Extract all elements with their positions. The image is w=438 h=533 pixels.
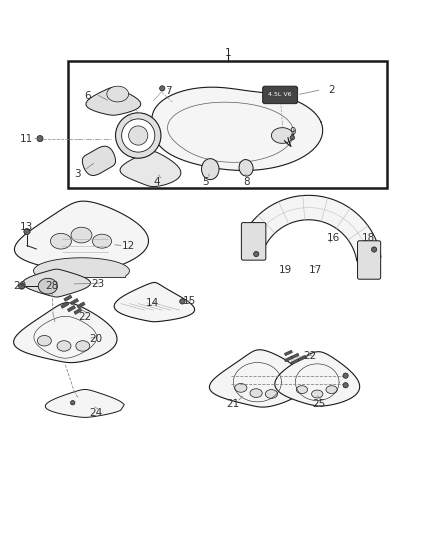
Ellipse shape <box>326 386 337 393</box>
Circle shape <box>24 229 30 235</box>
Circle shape <box>122 119 155 152</box>
Ellipse shape <box>239 159 253 176</box>
Circle shape <box>129 126 148 145</box>
FancyBboxPatch shape <box>263 86 297 103</box>
Text: 21: 21 <box>226 399 240 409</box>
Text: 18: 18 <box>362 233 375 243</box>
Text: 9: 9 <box>289 127 296 137</box>
Polygon shape <box>23 269 91 297</box>
Text: 11: 11 <box>20 134 34 143</box>
Ellipse shape <box>37 335 51 346</box>
Text: 12: 12 <box>122 240 135 251</box>
Polygon shape <box>152 87 323 171</box>
Text: 1: 1 <box>224 49 231 59</box>
Polygon shape <box>275 352 360 406</box>
Ellipse shape <box>76 341 90 351</box>
Ellipse shape <box>235 384 247 392</box>
Text: 23: 23 <box>91 279 104 289</box>
Polygon shape <box>14 201 148 273</box>
Circle shape <box>71 400 75 405</box>
Circle shape <box>343 373 348 378</box>
Text: 14: 14 <box>146 298 159 308</box>
Circle shape <box>116 113 161 158</box>
Text: 19: 19 <box>279 265 292 275</box>
Text: 2: 2 <box>328 85 335 95</box>
Circle shape <box>37 135 43 142</box>
Text: 5: 5 <box>203 177 209 187</box>
Polygon shape <box>243 195 381 261</box>
Polygon shape <box>107 86 129 102</box>
Ellipse shape <box>92 234 112 248</box>
Circle shape <box>254 252 259 257</box>
Polygon shape <box>120 151 181 187</box>
Text: 8: 8 <box>243 177 250 187</box>
Bar <box>71 298 79 305</box>
Text: 20: 20 <box>89 334 102 344</box>
Text: 25: 25 <box>312 399 325 409</box>
Text: 4.5L V6: 4.5L V6 <box>268 92 292 98</box>
Bar <box>64 295 72 302</box>
Ellipse shape <box>57 341 71 351</box>
Circle shape <box>290 135 294 140</box>
Text: 7: 7 <box>166 86 172 96</box>
Text: 22: 22 <box>78 312 92 322</box>
Ellipse shape <box>296 386 307 393</box>
Circle shape <box>371 247 377 252</box>
Text: 24: 24 <box>89 408 102 418</box>
FancyBboxPatch shape <box>241 223 266 260</box>
Bar <box>298 356 307 361</box>
Bar <box>67 305 76 312</box>
Text: 15: 15 <box>183 296 196 306</box>
Bar <box>284 356 293 362</box>
Circle shape <box>180 299 185 304</box>
Circle shape <box>159 86 165 91</box>
Bar <box>77 302 85 309</box>
Text: 4: 4 <box>154 177 160 187</box>
Polygon shape <box>82 146 116 175</box>
Ellipse shape <box>71 227 92 243</box>
Polygon shape <box>114 282 194 322</box>
Polygon shape <box>14 303 117 362</box>
Text: 17: 17 <box>308 265 321 275</box>
FancyBboxPatch shape <box>357 241 381 279</box>
Circle shape <box>18 283 25 289</box>
Text: 6: 6 <box>85 91 92 101</box>
Text: 22: 22 <box>303 351 316 361</box>
Ellipse shape <box>265 390 278 398</box>
Polygon shape <box>86 87 141 115</box>
Text: 28: 28 <box>46 281 59 291</box>
Polygon shape <box>209 350 305 407</box>
Text: 13: 13 <box>20 222 34 232</box>
Bar <box>291 353 299 359</box>
Polygon shape <box>45 390 124 417</box>
Circle shape <box>343 383 348 388</box>
Ellipse shape <box>311 390 323 398</box>
Text: 16: 16 <box>327 233 340 243</box>
Text: 3: 3 <box>74 168 81 179</box>
Bar <box>74 308 82 314</box>
Polygon shape <box>272 128 293 143</box>
Bar <box>284 350 293 356</box>
Bar <box>61 302 69 309</box>
Ellipse shape <box>50 233 71 249</box>
Polygon shape <box>33 258 130 277</box>
Text: 29: 29 <box>14 281 27 291</box>
Polygon shape <box>38 278 57 294</box>
Ellipse shape <box>250 389 262 398</box>
Ellipse shape <box>201 159 219 180</box>
Bar <box>68 61 387 188</box>
Bar <box>291 359 299 365</box>
